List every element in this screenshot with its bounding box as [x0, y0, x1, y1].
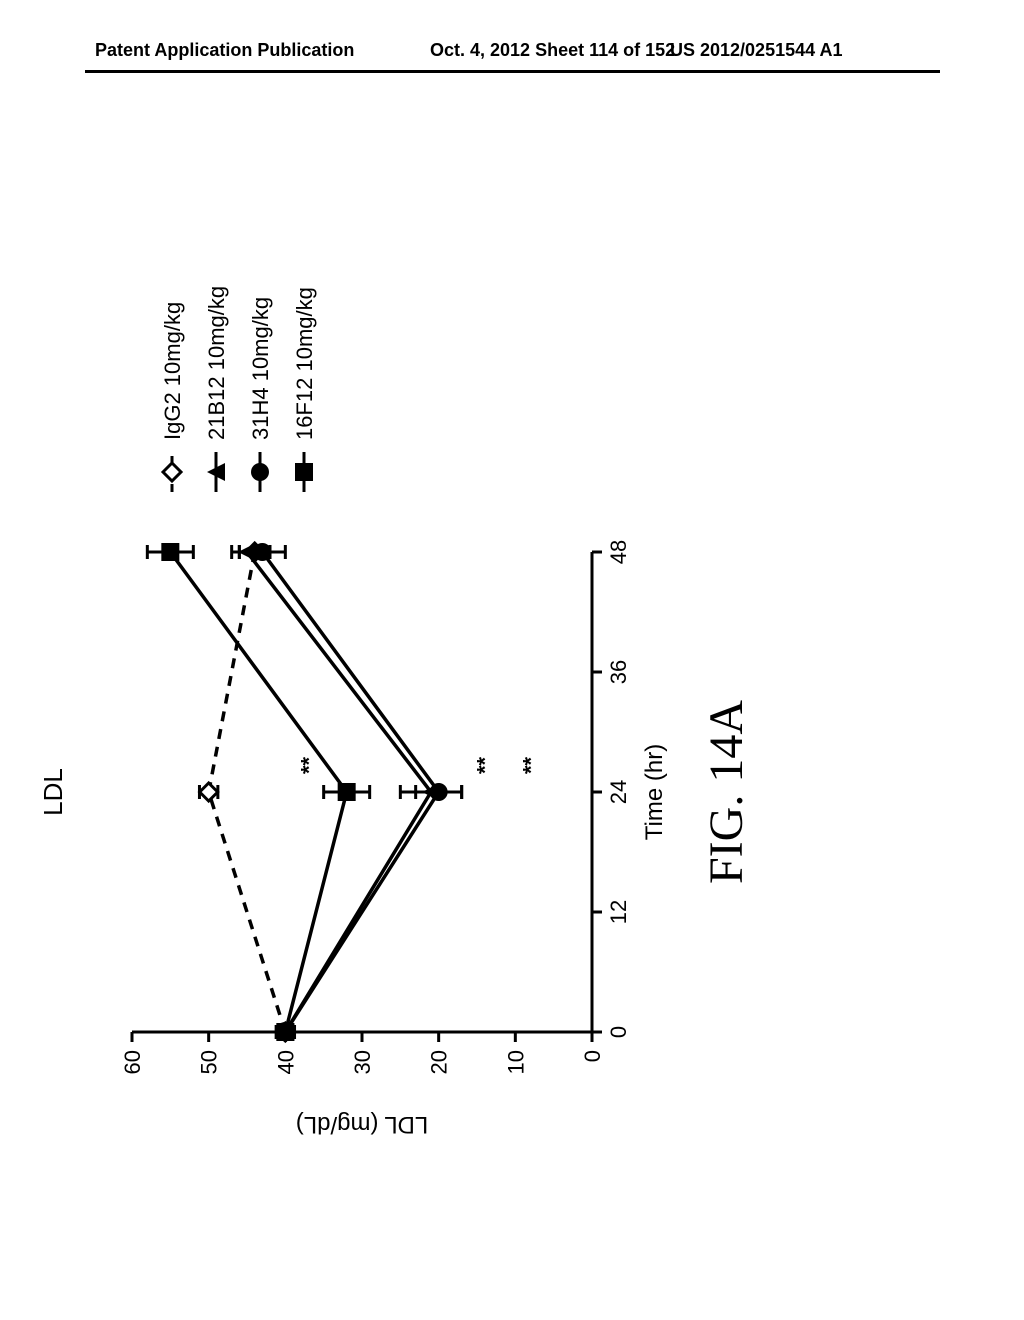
svg-text:36: 36 — [606, 660, 631, 684]
svg-text:21B12 10mg/kg: 21B12 10mg/kg — [204, 286, 229, 440]
svg-text:LDL: LDL — [38, 768, 68, 816]
svg-text:60: 60 — [120, 1050, 145, 1074]
svg-text:50: 50 — [197, 1050, 222, 1074]
svg-text:20: 20 — [427, 1050, 452, 1074]
svg-text:**: ** — [296, 756, 321, 774]
svg-text:40: 40 — [273, 1050, 298, 1074]
ldl-chart: LDL 0 10 20 30 40 50 60 0 12 24 36 48 Time (hr) LDL (m… — [12, 238, 1012, 1162]
header-right: US 2012/0251544 A1 — [670, 40, 842, 61]
svg-text:FIG. 14A: FIG. 14A — [700, 700, 753, 884]
svg-text:30: 30 — [350, 1050, 375, 1074]
svg-text:0: 0 — [580, 1050, 605, 1062]
svg-text:24: 24 — [606, 780, 631, 804]
header-rule — [85, 70, 940, 73]
svg-text:31H4 10mg/kg: 31H4 10mg/kg — [248, 297, 273, 440]
svg-text:LDL (mg/dL): LDL (mg/dL) — [296, 1111, 429, 1138]
svg-text:12: 12 — [606, 900, 631, 924]
svg-text:48: 48 — [606, 540, 631, 564]
svg-text:**: ** — [519, 756, 544, 774]
figure-page: LDL 0 10 20 30 40 50 60 0 12 24 36 48 Time (hr) LDL (m… — [12, 238, 1012, 1162]
svg-text:IgG2 10mg/kg: IgG2 10mg/kg — [160, 302, 185, 440]
svg-text:0: 0 — [606, 1026, 631, 1038]
svg-text:**: ** — [473, 756, 498, 774]
header-center: Oct. 4, 2012 Sheet 114 of 152 — [430, 40, 675, 61]
svg-text:Time (hr): Time (hr) — [641, 744, 668, 840]
svg-text:16F12 10mg/kg: 16F12 10mg/kg — [292, 287, 317, 440]
header-left: Patent Application Publication — [95, 40, 354, 61]
svg-text:10: 10 — [503, 1050, 528, 1074]
